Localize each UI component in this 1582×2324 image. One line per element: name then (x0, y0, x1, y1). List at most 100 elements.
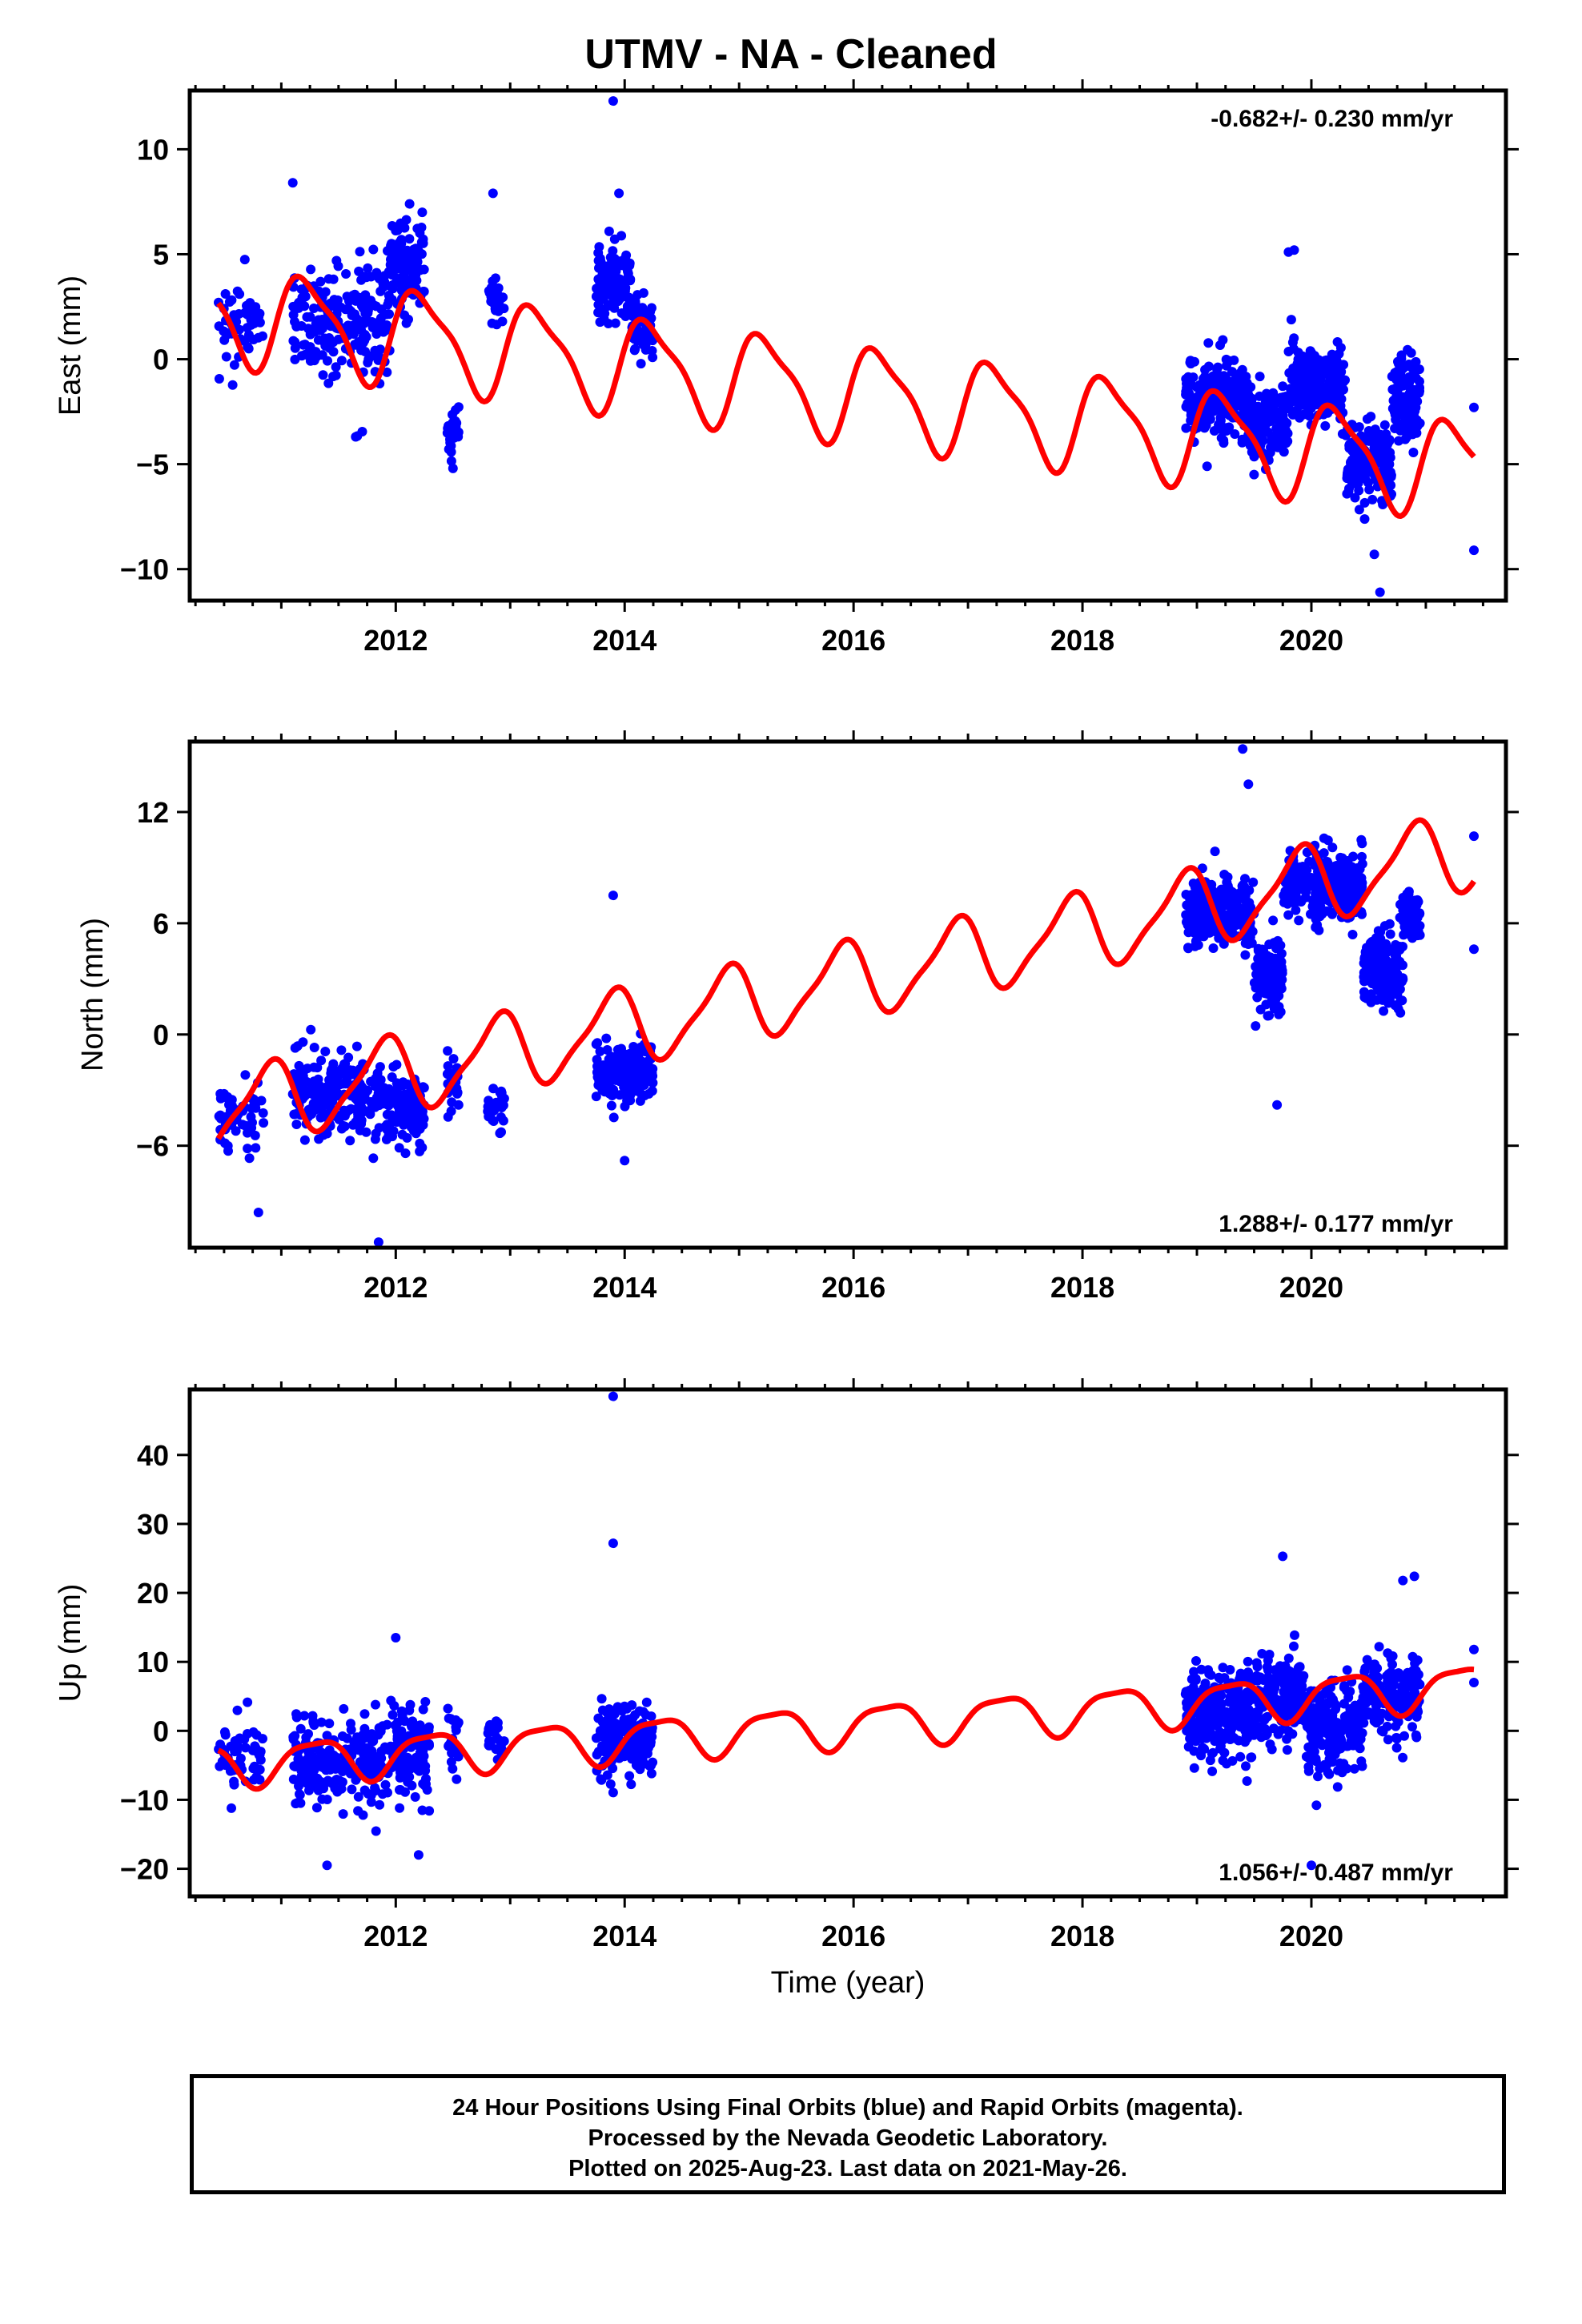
east-observation-point (613, 295, 624, 305)
north-observation-point (1247, 927, 1258, 937)
up-observation-point (299, 1711, 310, 1721)
up-observation-point (291, 1709, 301, 1719)
east-observation-point (604, 226, 614, 236)
up-observation-point (317, 1747, 327, 1758)
east-observation-point (1222, 360, 1231, 371)
north-observation-point (1240, 950, 1251, 960)
east-observation-point (300, 340, 310, 350)
up-observation-point (1297, 1675, 1307, 1685)
north-observation-point (326, 1068, 336, 1079)
north-observation-point (1210, 846, 1220, 857)
north-y-tick-label: 12 (137, 796, 169, 829)
up-observation-point (294, 1756, 304, 1767)
north-observation-point (593, 1080, 604, 1090)
north-observation-point (608, 1112, 619, 1123)
north-observation-point (299, 1135, 310, 1145)
up-observation-point (1225, 1692, 1235, 1702)
up-observation-point (387, 1710, 398, 1720)
up-observation-point (1346, 1735, 1356, 1746)
north-observation-point (253, 1208, 263, 1217)
east-observation-point (296, 321, 307, 331)
east-observation-point (1241, 372, 1251, 382)
north-observation-point (1357, 858, 1367, 869)
north-observation-point (1218, 891, 1228, 901)
east-observation-point (1350, 493, 1360, 503)
up-observation-point (1355, 1743, 1365, 1754)
up-observation-point (251, 1771, 262, 1782)
east-observation-point (1344, 484, 1354, 494)
east-observation-point (323, 378, 334, 388)
north-observation-point (1367, 979, 1377, 989)
east-observation-point (404, 314, 413, 324)
north-observation-point (1238, 744, 1248, 754)
east-observation-point (1303, 367, 1313, 377)
east-observation-point (387, 239, 396, 249)
up-observation-point (324, 1719, 335, 1729)
up-observation-point (359, 1723, 370, 1734)
up-observation-point (235, 1733, 245, 1743)
east-observation-point (404, 234, 415, 244)
north-observation-point (306, 1104, 316, 1114)
east-observation-point (1395, 419, 1405, 429)
east-observation-point (637, 309, 648, 320)
north-observation-point (1259, 959, 1269, 969)
up-observation-point (1208, 1747, 1219, 1758)
east-observation-point (1181, 387, 1191, 396)
north-observation-point (387, 1072, 397, 1082)
north-observation-point (595, 1046, 605, 1056)
east-observation-point (244, 304, 255, 313)
east-observation-point (416, 249, 427, 259)
east-observation-point (1340, 375, 1350, 385)
up-observation-point (392, 1717, 403, 1727)
up-observation-point (1383, 1671, 1394, 1682)
east-observation-point (1215, 416, 1226, 426)
up-observation-point (1241, 1717, 1251, 1727)
east-observation-point (1309, 359, 1319, 369)
up-observation-point (339, 1703, 349, 1714)
east-x-tick-label: 2018 (1050, 624, 1114, 657)
up-observation-point (229, 1776, 239, 1787)
up-observation-point (371, 1826, 381, 1836)
east-observation-point (1324, 367, 1335, 377)
north-observation-point (632, 1080, 643, 1091)
north-observation-point (1370, 947, 1380, 958)
east-observation-point (1403, 360, 1414, 369)
east-observation-point (1210, 374, 1220, 384)
east-observation-point (341, 269, 351, 279)
north-observation-point (331, 1088, 342, 1098)
up-observation-point (1275, 1663, 1286, 1673)
up-data-layer (214, 1391, 1479, 1871)
east-observation-point (620, 278, 630, 288)
east-observation-point (350, 340, 360, 350)
north-observation-point (336, 1124, 347, 1134)
east-observation-point (1469, 402, 1479, 412)
east-observation-point (1394, 382, 1404, 392)
up-observation-point (353, 1791, 363, 1802)
north-observation-point (603, 1080, 613, 1091)
north-observation-point (1356, 834, 1367, 845)
north-observation-point (608, 1058, 618, 1068)
up-observation-point (1339, 1683, 1349, 1693)
up-observation-point (1256, 1702, 1266, 1712)
footer-caption-box: 24 Hour Positions Using Final Orbits (bl… (190, 2074, 1506, 2194)
up-observation-point (1270, 1683, 1280, 1693)
east-observation-point (307, 348, 317, 358)
east-observation-point (1332, 397, 1343, 407)
up-y-tick-label: 40 (137, 1439, 169, 1472)
north-observation-point (1367, 936, 1377, 947)
up-observation-point (1235, 1751, 1246, 1762)
up-y-tick-label: 0 (153, 1715, 169, 1747)
north-observation-point (1319, 833, 1329, 843)
up-observation-point (1208, 1718, 1219, 1728)
up-y-tick-label: −20 (120, 1853, 169, 1886)
north-observation-point (415, 1146, 425, 1156)
up-observation-point (307, 1711, 318, 1721)
north-observation-point (375, 1075, 386, 1085)
east-observation-point (608, 96, 618, 107)
east-observation-point (302, 312, 312, 322)
up-observation-point (1204, 1726, 1215, 1736)
up-observation-point (1378, 1727, 1388, 1737)
east-observation-point (313, 315, 323, 325)
east-observation-point (645, 307, 656, 316)
